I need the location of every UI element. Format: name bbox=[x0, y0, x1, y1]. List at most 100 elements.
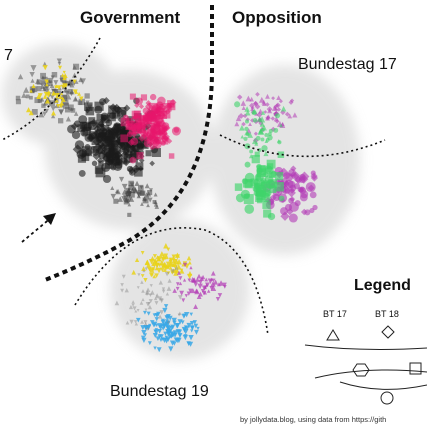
node bbox=[58, 104, 64, 109]
node bbox=[271, 96, 276, 101]
node bbox=[140, 335, 146, 341]
node bbox=[42, 94, 48, 99]
node bbox=[249, 149, 254, 154]
node bbox=[199, 276, 205, 281]
node bbox=[154, 262, 160, 268]
node bbox=[28, 110, 34, 116]
node bbox=[15, 99, 21, 105]
node bbox=[168, 346, 174, 352]
node bbox=[170, 269, 176, 274]
node bbox=[159, 298, 164, 302]
node bbox=[287, 113, 293, 119]
node bbox=[138, 134, 146, 142]
node bbox=[244, 179, 254, 189]
node bbox=[178, 281, 183, 286]
node bbox=[166, 327, 172, 333]
square-icon bbox=[409, 362, 422, 375]
divider-bt17-right bbox=[219, 134, 386, 158]
node bbox=[60, 73, 65, 77]
node bbox=[267, 132, 272, 137]
node bbox=[92, 151, 101, 161]
node bbox=[54, 98, 59, 103]
node bbox=[145, 287, 151, 292]
node bbox=[143, 321, 148, 326]
node bbox=[157, 296, 163, 302]
node bbox=[65, 80, 71, 87]
node bbox=[278, 123, 283, 128]
node bbox=[147, 268, 152, 273]
node bbox=[31, 86, 38, 93]
node bbox=[42, 65, 48, 71]
node bbox=[244, 106, 250, 112]
node bbox=[158, 280, 163, 285]
node bbox=[234, 183, 243, 191]
node bbox=[143, 310, 147, 315]
node bbox=[173, 127, 180, 133]
node bbox=[168, 265, 173, 270]
node bbox=[140, 202, 144, 206]
node bbox=[190, 288, 196, 294]
node bbox=[77, 91, 82, 96]
node bbox=[133, 320, 138, 324]
node bbox=[133, 188, 139, 194]
node bbox=[136, 193, 141, 199]
node bbox=[58, 110, 64, 115]
node bbox=[62, 86, 69, 93]
node bbox=[136, 309, 140, 312]
node bbox=[120, 283, 124, 287]
node bbox=[51, 114, 56, 119]
node bbox=[131, 300, 135, 304]
node bbox=[186, 273, 193, 280]
node bbox=[52, 92, 56, 96]
node bbox=[151, 322, 157, 328]
node bbox=[126, 187, 132, 194]
node bbox=[100, 116, 107, 123]
node bbox=[152, 333, 158, 339]
node bbox=[258, 96, 265, 103]
node bbox=[252, 185, 260, 193]
node bbox=[68, 104, 74, 111]
node bbox=[210, 281, 216, 287]
node bbox=[106, 156, 113, 163]
node bbox=[156, 347, 162, 353]
node bbox=[25, 94, 30, 99]
node bbox=[120, 157, 128, 165]
node bbox=[168, 257, 173, 262]
node bbox=[205, 283, 209, 287]
node bbox=[160, 264, 164, 268]
label-cut-bundestag: 7 bbox=[4, 47, 13, 64]
node bbox=[213, 279, 219, 285]
node bbox=[141, 297, 145, 302]
node bbox=[240, 100, 247, 106]
node bbox=[265, 102, 270, 107]
node bbox=[168, 261, 175, 267]
node bbox=[154, 267, 158, 271]
node bbox=[132, 122, 142, 132]
hexagon-icon bbox=[352, 363, 370, 377]
node bbox=[166, 265, 170, 270]
node bbox=[58, 118, 64, 124]
node bbox=[60, 96, 65, 100]
node bbox=[123, 104, 131, 112]
node bbox=[113, 198, 119, 204]
node bbox=[153, 329, 157, 334]
node bbox=[159, 251, 165, 257]
node bbox=[88, 117, 96, 125]
node bbox=[77, 154, 87, 163]
node bbox=[278, 99, 283, 104]
node bbox=[37, 93, 43, 98]
node bbox=[79, 96, 84, 102]
node bbox=[145, 290, 150, 295]
node bbox=[82, 146, 93, 157]
circle-icon bbox=[380, 391, 394, 405]
node bbox=[164, 254, 169, 260]
node bbox=[154, 301, 159, 306]
node bbox=[154, 317, 159, 322]
node bbox=[248, 122, 252, 127]
node bbox=[293, 175, 302, 183]
node bbox=[235, 193, 245, 203]
node bbox=[258, 120, 264, 126]
node bbox=[129, 191, 135, 198]
node bbox=[61, 97, 66, 102]
node bbox=[151, 111, 160, 120]
